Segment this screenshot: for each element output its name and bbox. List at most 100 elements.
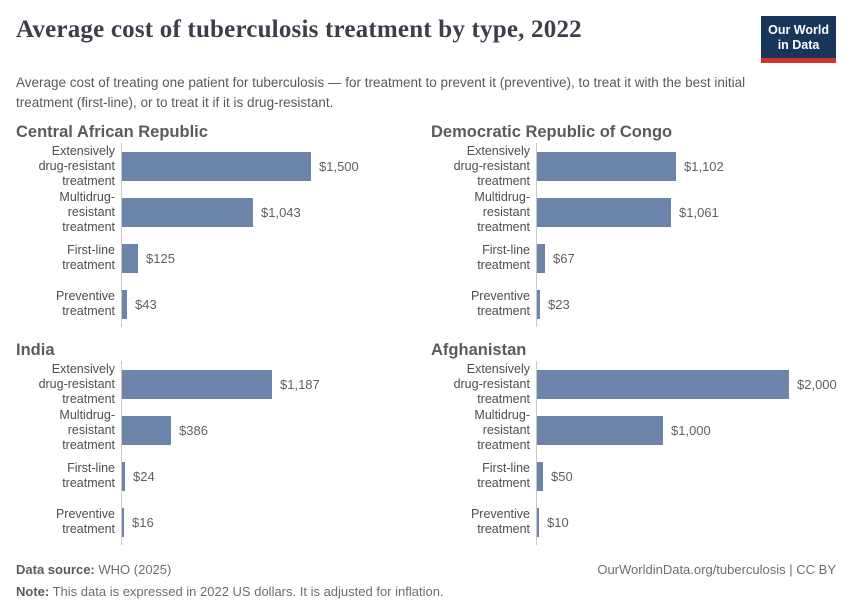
owid-logo: Our World in Data: [761, 16, 836, 63]
bar-value-label: $386: [179, 422, 208, 438]
owid-logo-line2: in Data: [777, 38, 820, 52]
bar-row: Extensively drug-resistant treatment $1,5…: [14, 143, 421, 190]
bar-category-label: Preventive treatment: [470, 289, 530, 319]
panel-title: India: [16, 341, 55, 360]
bar-track: $125: [121, 235, 421, 282]
note-value: This data is expressed in 2022 US dollar…: [52, 584, 444, 600]
bar-value-label: $24: [133, 468, 155, 484]
bar: [537, 369, 789, 399]
panel-title: Central African Republic: [16, 123, 208, 142]
bar-value-label: $50: [551, 468, 573, 484]
chart-subtitle: Average cost of treating one patient for…: [16, 75, 746, 110]
bar-value-label: $1,043: [261, 204, 301, 220]
bar-category-label: Multidrug-resistant treatment: [59, 408, 115, 452]
data-source-line: Data source: WHO (2025): [16, 562, 444, 577]
bar-category-label: Multidrug-resistant treatment: [474, 408, 530, 452]
bar-track: $1,500: [121, 143, 421, 190]
bar-track: $23: [536, 281, 836, 328]
bar-row: First-line treatment $125: [14, 235, 421, 282]
bar-row: Preventive treatment $16: [14, 499, 421, 546]
page-title: Average cost of tuberculosis treatment b…: [16, 16, 582, 43]
bar-value-label: $10: [547, 514, 569, 530]
bar-row: Extensively drug-resistant treatment $2,0…: [429, 361, 837, 408]
chart-panel: Afghanistan Extensively drug-resistant tr…: [429, 341, 837, 546]
panel-title: Afghanistan: [431, 341, 527, 360]
bar-category-label: Multidrug-resistant treatment: [474, 190, 530, 234]
bar-row: Multidrug-resistant treatment $386: [14, 407, 421, 454]
owid-logo-line1: Our World: [768, 23, 829, 37]
bar: [537, 461, 543, 491]
bar-value-label: $1,061: [679, 204, 719, 220]
data-source-value: WHO (2025): [98, 562, 172, 578]
bar: [537, 151, 676, 181]
bar: [537, 507, 539, 537]
bar: [122, 507, 124, 537]
bar: [537, 243, 545, 273]
bar: [537, 197, 671, 227]
bar-value-label: $43: [135, 296, 157, 312]
bar-category-label: Preventive treatment: [470, 507, 530, 537]
data-source-label: Data source:: [16, 562, 95, 578]
bar-value-label: $2,000: [797, 376, 837, 392]
bar: [537, 289, 540, 319]
bar-row: First-line treatment $24: [14, 453, 421, 500]
bar-row: Extensively drug-resistant treatment $1,1…: [429, 143, 836, 190]
bar-row: Multidrug-resistant treatment $1,043: [14, 189, 421, 236]
bar-track: $1,061: [536, 189, 836, 236]
bar-category-label: First-line treatment: [477, 461, 530, 491]
bar-category-label: Preventive treatment: [55, 507, 115, 537]
bar-value-label: $23: [548, 296, 570, 312]
bar-category-label: Extensively drug-resistant treatment: [453, 362, 530, 406]
bar-track: $24: [121, 453, 421, 500]
bar-row: Multidrug-resistant treatment $1,000: [429, 407, 836, 454]
footer-left: Data source: WHO (2025) Note: This data …: [14, 562, 444, 600]
bar-value-label: $16: [132, 514, 154, 530]
bar-category-label: First-line treatment: [62, 243, 115, 273]
bar-category-label: Multidrug-resistant treatment: [59, 190, 115, 234]
bar: [122, 151, 311, 181]
bar-track: $10: [536, 499, 836, 546]
bar-row: Multidrug-resistant treatment $1,061: [429, 189, 836, 236]
bar-value-label: $1,000: [671, 422, 711, 438]
chart-panel: India Extensively drug-resistant treatmen…: [14, 341, 421, 546]
bar-track: $67: [536, 235, 836, 282]
bar-category-label: First-line treatment: [62, 461, 115, 491]
bar: [122, 461, 125, 491]
bar-category-label: Preventive treatment: [55, 289, 115, 319]
footer: Data source: WHO (2025) Note: This data …: [14, 562, 836, 600]
bar-row: Preventive treatment $23: [429, 281, 836, 328]
chart-panel: Democratic Republic of Congo Extensively …: [429, 123, 836, 328]
bar: [122, 197, 253, 227]
bar-value-label: $1,500: [319, 158, 359, 174]
bar-value-label: $1,102: [684, 158, 724, 174]
bar: [122, 289, 127, 319]
bar-track: $43: [121, 281, 421, 328]
bar-category-label: Extensively drug-resistant treatment: [38, 144, 115, 188]
bar-track: $1,043: [121, 189, 421, 236]
bar-value-label: $125: [146, 250, 175, 266]
panel-title: Democratic Republic of Congo: [431, 123, 673, 142]
bar-track: $1,187: [121, 361, 421, 408]
bar-category-label: Extensively drug-resistant treatment: [453, 144, 530, 188]
bar-row: Preventive treatment $43: [14, 281, 421, 328]
footer-link[interactable]: OurWorldinData.org/tuberculosis | CC BY: [597, 562, 836, 578]
bar-category-label: First-line treatment: [477, 243, 530, 273]
bar: [537, 415, 663, 445]
bar-row: First-line treatment $67: [429, 235, 836, 282]
bar: [122, 369, 272, 399]
bar-track: $1,102: [536, 143, 836, 190]
bar-track: $50: [536, 453, 836, 500]
bar-track: $2,000: [536, 361, 837, 408]
chart-panel: Central African Republic Extensively drug…: [14, 123, 421, 328]
note-label: Note:: [16, 584, 50, 600]
bar-row: Preventive treatment $10: [429, 499, 836, 546]
bar-row: First-line treatment $50: [429, 453, 836, 500]
bar-value-label: $1,187: [280, 376, 320, 392]
bar-value-label: $67: [553, 250, 575, 266]
header: Average cost of tuberculosis treatment b…: [14, 14, 836, 63]
bar-track: $386: [121, 407, 421, 454]
note-line: Note: This data is expressed in 2022 US …: [16, 584, 444, 599]
bar-track: $1,000: [536, 407, 836, 454]
bar-row: Extensively drug-resistant treatment $1,1…: [14, 361, 421, 408]
